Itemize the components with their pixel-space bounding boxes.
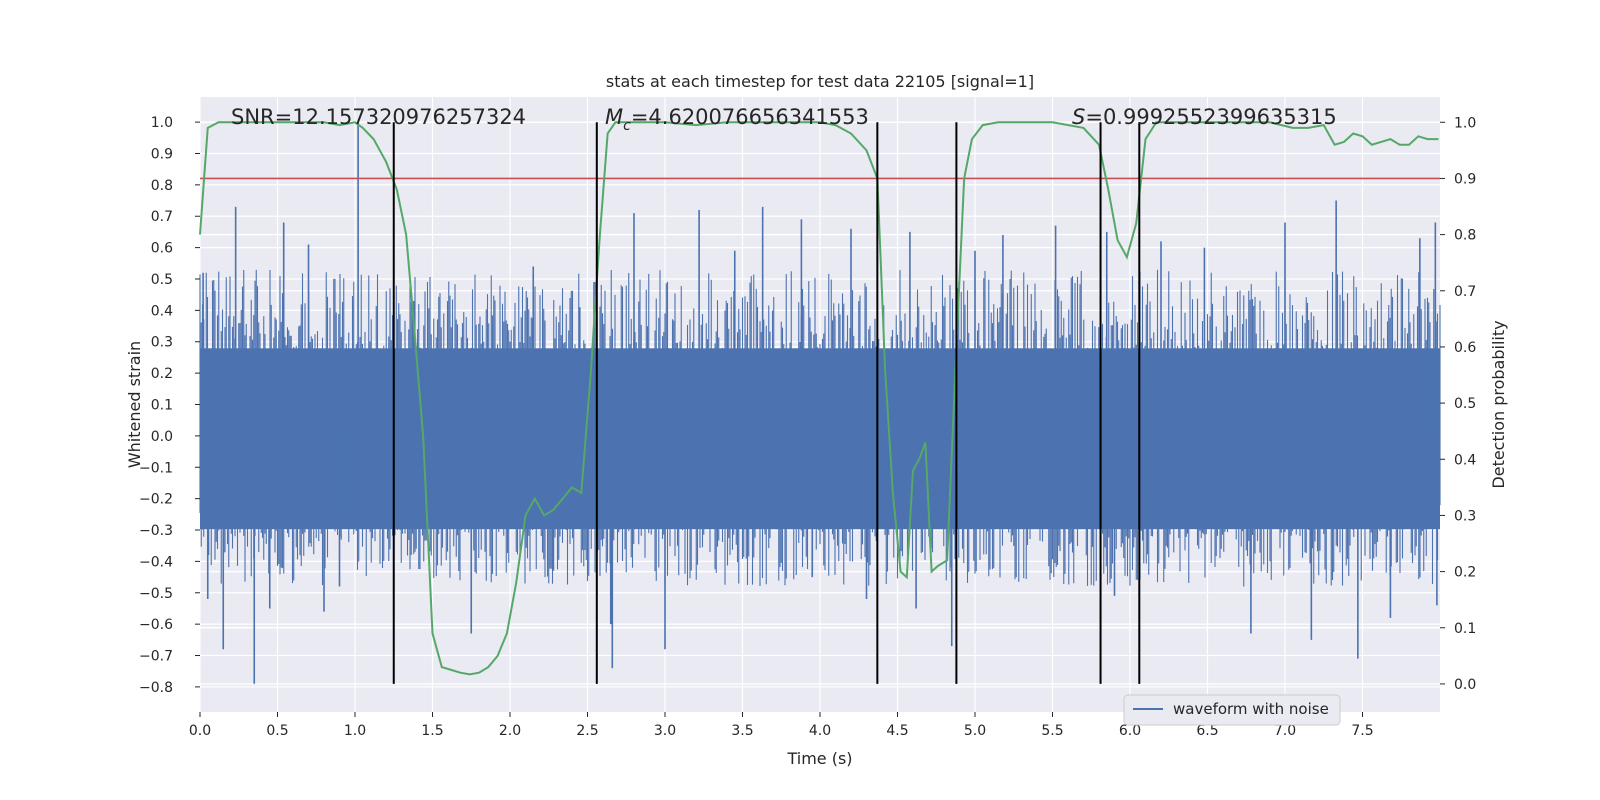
y-tick-label-right: 0.2 [1454,565,1476,581]
detection-probability-line [199,121,1439,676]
y-tick-label-left: −0.3 [139,523,173,539]
x-tick-label: 1.0 [344,723,366,739]
y-tick-label-right: 0.8 [1454,228,1476,244]
y-tick-label-right: 0.6 [1454,340,1476,356]
chirp-mass-subscript: c [623,118,631,134]
y-tick-label-left: 0.5 [151,272,173,288]
x-tick-label: 3.0 [654,723,676,739]
y-tick-label-left: −0.7 [139,649,173,665]
waveform-noise [199,269,1441,587]
y-tick-label-left: −0.4 [139,554,173,570]
y-tick-label-right: 0.4 [1454,452,1476,468]
y-tick-label-right: 0.9 [1454,171,1476,187]
axis-ticks: 0.0 0.5 1.0 1.5 2.0 2.5 3.0 3.5 4.0 4.5 5.0 5.5 6.0 6… [139,115,1476,739]
chirp-mass-symbol: M [605,105,623,129]
score-symbol: S [1072,105,1085,129]
score-value: =0.9992552399635315 [1085,105,1336,129]
y-tick-label-left: 0.0 [151,429,173,445]
x-tick-label: 0.5 [266,723,288,739]
y-axis-label-left: Whitened strain [125,341,144,468]
y-tick-label-left: −0.5 [139,586,173,602]
y-tick-label-left: −0.1 [139,460,173,476]
chirp-mass-annotation: Mc=4.620076656341553 [605,105,869,134]
y-axis-label-right: Detection probability [1489,320,1508,488]
x-tick-label: 1.5 [421,723,443,739]
waveform-series [199,122,1441,684]
legend: waveform with noise [1123,694,1341,726]
x-tick-label: 4.5 [886,723,908,739]
y-tick-label-right: 1.0 [1454,115,1476,131]
y-tick-label-left: 1.0 [151,115,173,131]
x-tick-label: 6.0 [1119,723,1141,739]
y-tick-label-right: 0.3 [1454,508,1476,524]
x-tick-label: 0.0 [189,723,211,739]
y-tick-label-left: 0.9 [151,146,173,162]
y-tick-label-right: 0.5 [1454,396,1476,412]
x-tick-label: 3.5 [731,723,753,739]
x-tick-label: 5.5 [1041,723,1063,739]
x-axis-label: Time (s) [786,749,852,768]
x-tick-label: 5.0 [964,723,986,739]
x-tick-label: 7.5 [1351,723,1373,739]
y-tick-label-right: 0.0 [1454,677,1476,693]
x-tick-label: 2.0 [499,723,521,739]
snr-annotation: SNR=12.157320976257324 [231,105,526,129]
y-tick-label-left: −0.8 [139,680,173,696]
y-tick-label-left: −0.2 [139,492,173,508]
overlay-series [199,121,1440,684]
x-tick-label: 7.0 [1274,723,1296,739]
y-tick-label-left: 0.1 [151,398,173,414]
y-tick-label-right: 0.7 [1454,284,1476,300]
y-tick-label-left: 0.3 [151,335,173,351]
y-tick-label-left: 0.8 [151,178,173,194]
y-tick-label-left: 0.4 [151,303,173,319]
score-annotation: S=0.9992552399635315 [1072,105,1337,129]
x-tick-label: 6.5 [1196,723,1218,739]
chirp-mass-value: =4.620076656341553 [631,105,869,129]
y-tick-label-left: 0.7 [151,209,173,225]
y-tick-label-left: −0.6 [139,617,173,633]
legend-label-waveform: waveform with noise [1173,700,1329,718]
x-tick-label: 4.0 [809,723,831,739]
chart-title: stats at each timestep for test data 221… [606,72,1034,91]
x-tick-label: 2.5 [576,723,598,739]
y-tick-label-right: 0.1 [1454,621,1476,637]
legend-box [1123,694,1341,726]
y-tick-label-left: 0.2 [151,366,173,382]
y-tick-label-left: 0.6 [151,241,173,257]
